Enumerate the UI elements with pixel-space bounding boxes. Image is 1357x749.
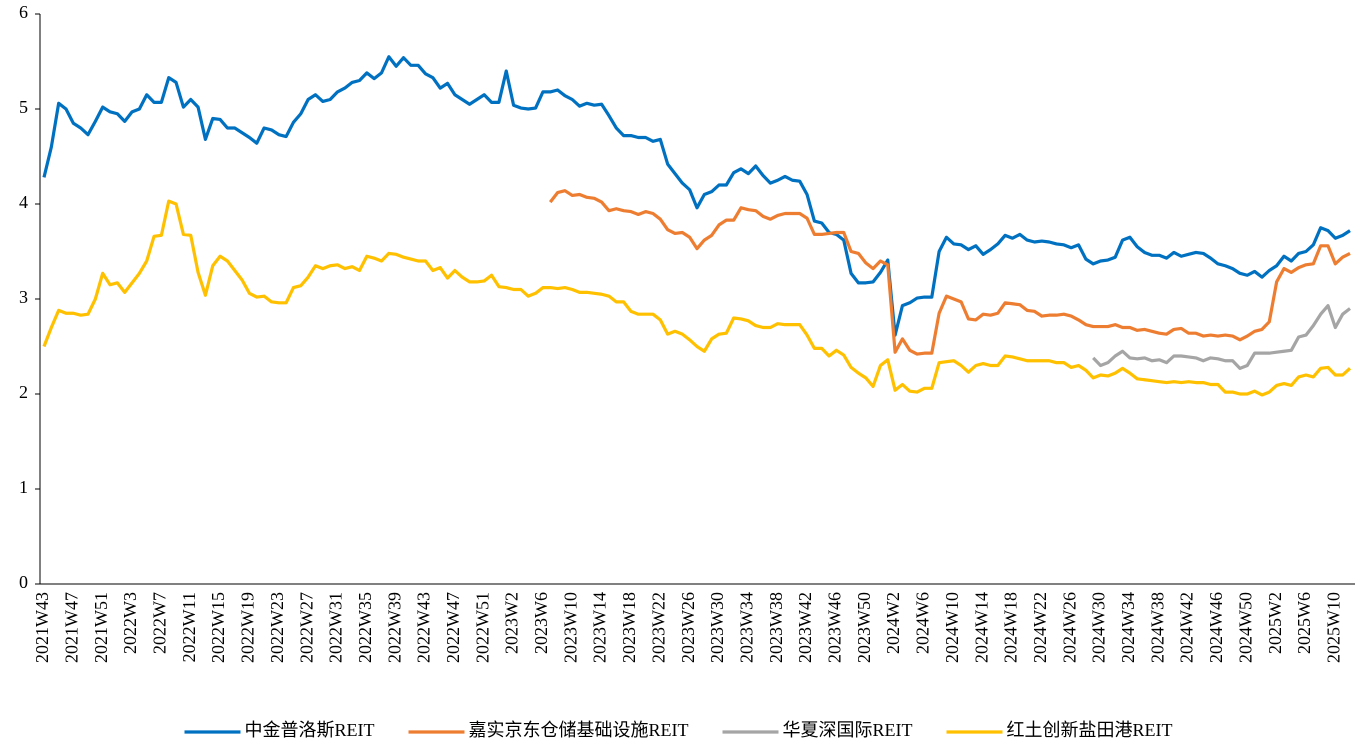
x-tick-label: 2022W47 [443,592,463,663]
y-tick-label: 5 [19,97,28,117]
y-tick-label: 1 [19,477,28,497]
legend-label: 嘉实京东仓储基础设施REIT [469,720,689,740]
x-tick-label: 2024W2 [883,592,903,654]
legend: 中金普洛斯REIT 嘉实京东仓储基础设施REIT 华夏深国际REIT 红土创新盐田港R… [184,720,1173,740]
x-tick-label: 2021W47 [61,592,81,663]
x-tick-label: 2023W10 [560,592,580,663]
y-tick-label: 4 [19,192,28,212]
x-tick-label: 2024W30 [1089,592,1109,663]
x-tick-label: 2022W23 [267,592,287,663]
x-tick-label: 2023W50 [854,592,874,663]
x-tick-label: 2023W34 [736,592,756,663]
x-tick-label: 2023W18 [619,592,639,663]
x-tick-label: 2025W10 [1323,592,1343,663]
x-tick-label: 2024W38 [1147,592,1167,663]
legend-label: 华夏深国际REIT [783,720,913,740]
x-tick-label: 2021W51 [91,592,111,663]
legend-label: 中金普洛斯REIT [245,720,375,740]
x-tick-label: 2023W6 [531,592,551,654]
y-tick-label: 0 [19,572,28,592]
x-tick-label: 2024W14 [971,592,991,663]
x-tick-label: 2023W26 [678,592,698,663]
x-tick-label: 2022W11 [179,592,199,662]
x-tick-label: 2024W50 [1235,592,1255,663]
x-tick-label: 2024W34 [1118,592,1138,663]
x-tick-label: 2023W30 [707,592,727,663]
x-tick-label: 2021W43 [32,592,52,663]
x-tick-label: 2024W42 [1177,592,1197,663]
x-tick-label: 2024W26 [1059,592,1079,663]
x-tick-label: 2022W27 [296,592,316,663]
x-tick-label: 2022W15 [208,592,228,663]
x-tick-label: 2022W31 [326,592,346,663]
x-tick-label: 2023W14 [590,592,610,663]
x-tick-label: 2023W2 [502,592,522,654]
x-tick-label: 2023W42 [795,592,815,663]
x-tick-label: 2022W19 [238,592,258,663]
x-tick-label: 2022W35 [355,592,375,663]
x-tick-label: 2024W22 [1030,592,1050,663]
x-tick-label: 2022W51 [472,592,492,663]
x-tick-label: 2022W7 [150,592,170,654]
x-tick-label: 2023W38 [766,592,786,663]
x-tick-label: 2024W10 [942,592,962,663]
series-line [1092,304,1351,370]
x-tick-label: 2025W6 [1294,592,1314,654]
y-tick-label: 2 [19,382,28,402]
x-tick-label: 2024W46 [1206,592,1226,663]
x-tick-label: 2023W22 [648,592,668,663]
x-tick-label: 2022W39 [384,592,404,663]
x-tick-label: 2025W2 [1265,592,1285,654]
x-tick-label: 2022W43 [414,592,434,663]
series-line [42,199,1352,397]
x-tick-label: 2023W46 [825,592,845,663]
x-tick-label: 2024W6 [913,592,933,654]
x-tick-label: 2024W18 [1001,592,1021,663]
series-line [548,189,1351,356]
y-tick-label: 3 [19,287,28,307]
legend-label: 红土创新盐田港REIT [1007,720,1173,740]
y-tick-label: 6 [19,2,28,22]
x-tick-label: 2022W3 [120,592,140,654]
series-line [42,55,1351,337]
